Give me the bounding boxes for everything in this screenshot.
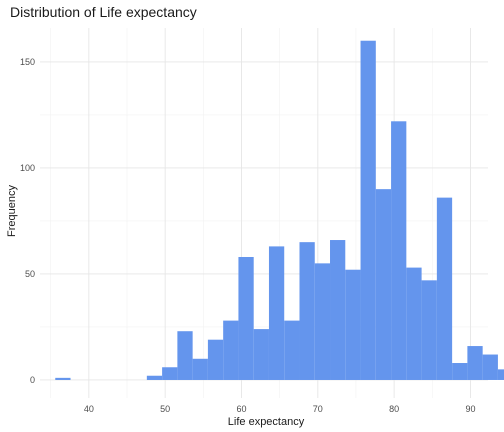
histogram-bar	[452, 363, 468, 380]
histogram-bar	[436, 197, 453, 380]
histogram-bar	[345, 269, 361, 380]
x-tick-label: 50	[160, 404, 170, 414]
y-axis-ticks: 0 50 100 150	[20, 57, 35, 385]
histogram-bar	[162, 367, 178, 380]
histogram-bar	[268, 246, 285, 380]
histogram-bar	[406, 267, 422, 380]
histogram-bar	[314, 263, 331, 380]
y-tick-label: 150	[20, 57, 35, 67]
histogram-bar	[223, 320, 239, 380]
y-axis-title: Frequency	[6, 185, 18, 237]
y-tick-label: 50	[25, 269, 35, 279]
histogram-bar	[253, 329, 269, 380]
x-tick-label: 60	[236, 404, 246, 414]
y-tick-label: 0	[30, 375, 35, 385]
x-axis-title: Life expectancy	[228, 416, 305, 428]
x-axis-ticks: 40 50 60 70 80 90	[84, 404, 476, 414]
histogram-bar	[192, 358, 208, 380]
histogram-bar	[421, 280, 437, 380]
y-tick-label: 100	[20, 163, 35, 173]
histogram-bar	[467, 346, 483, 380]
x-tick-label: 40	[84, 404, 94, 414]
x-tick-label: 90	[465, 404, 475, 414]
histogram-bar	[391, 121, 407, 380]
histogram-bar	[482, 354, 498, 380]
bars	[55, 40, 504, 380]
histogram-bar	[375, 189, 392, 380]
histogram-bar	[55, 377, 71, 380]
histogram-bar	[360, 40, 376, 380]
chart-title: Distribution of Life expectancy	[10, 4, 197, 20]
histogram-bar	[146, 375, 163, 380]
x-tick-label: 80	[389, 404, 399, 414]
histogram-bar	[284, 320, 300, 380]
histogram-bar	[299, 242, 315, 380]
histogram-bar	[497, 369, 504, 380]
histogram-bar	[177, 331, 193, 380]
histogram-bar	[330, 240, 346, 380]
histogram-bar	[207, 339, 224, 380]
x-tick-label: 70	[313, 404, 323, 414]
histogram-bar	[238, 256, 254, 380]
